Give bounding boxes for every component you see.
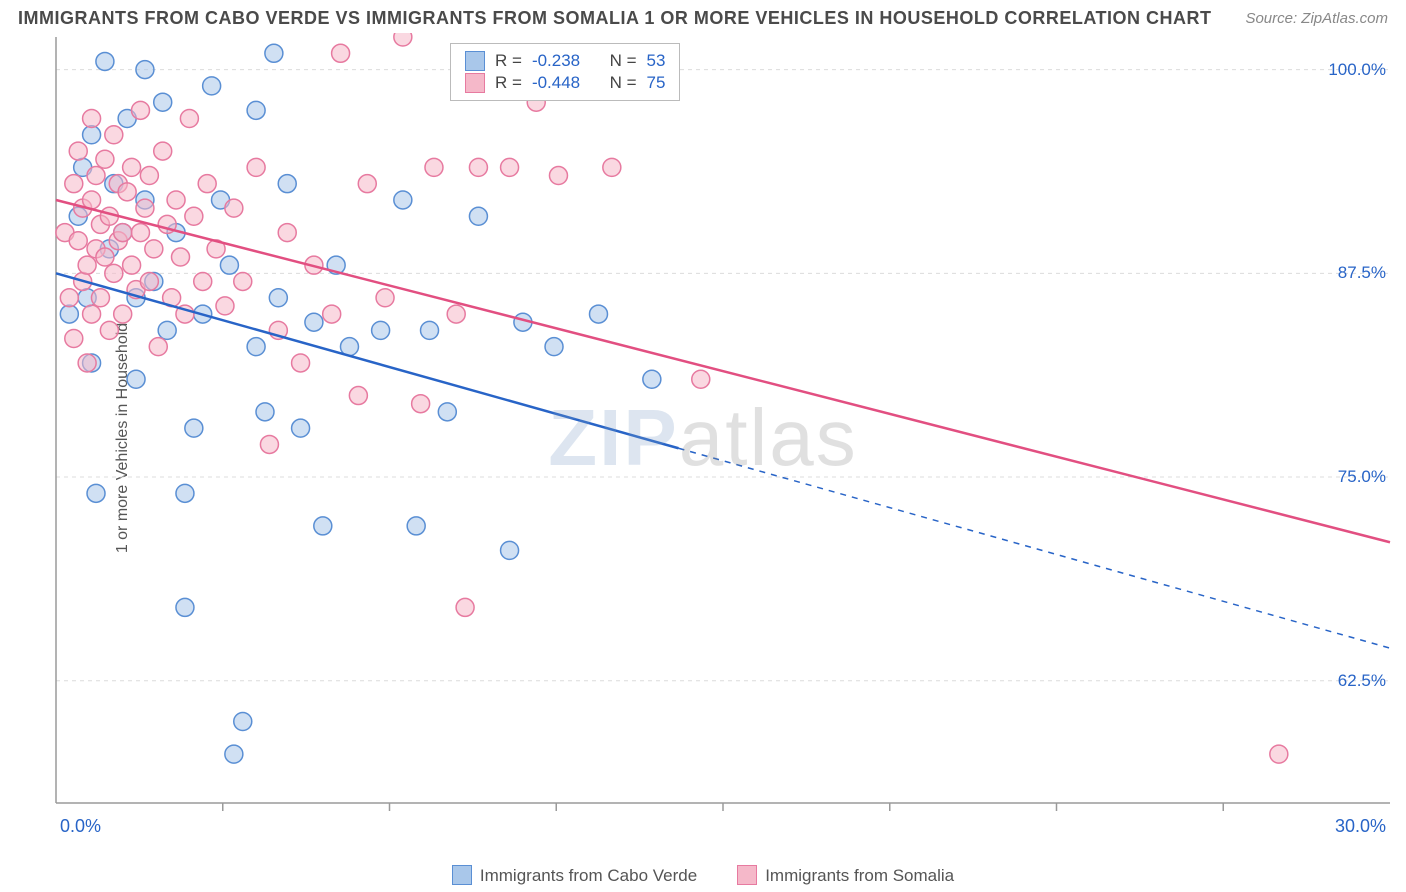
- series-legend: Immigrants from Cabo Verde Immigrants fro…: [0, 865, 1406, 886]
- stats-legend-row: R = -0.238 N = 53: [465, 50, 665, 72]
- legend-item: Immigrants from Cabo Verde: [452, 865, 697, 886]
- chart-area: 1 or more Vehicles in Household ZIPatlas…: [0, 33, 1406, 843]
- legend-item: Immigrants from Somalia: [737, 865, 954, 886]
- x-axis-max: 30.0%: [1335, 816, 1386, 837]
- y-tick-label: 87.5%: [1338, 263, 1386, 283]
- chart-title: IMMIGRANTS FROM CABO VERDE VS IMMIGRANTS…: [18, 8, 1212, 29]
- y-tick-label: 62.5%: [1338, 671, 1386, 691]
- stats-legend-row: R = -0.448 N = 75: [465, 72, 665, 94]
- y-tick-label: 75.0%: [1338, 467, 1386, 487]
- source-label: Source: ZipAtlas.com: [1245, 10, 1388, 27]
- x-axis-min: 0.0%: [60, 816, 101, 837]
- y-tick-label: 100.0%: [1328, 60, 1386, 80]
- stats-legend: R = -0.238 N = 53 R = -0.448 N = 75: [450, 43, 680, 101]
- scatter-chart-svg: [0, 33, 1406, 843]
